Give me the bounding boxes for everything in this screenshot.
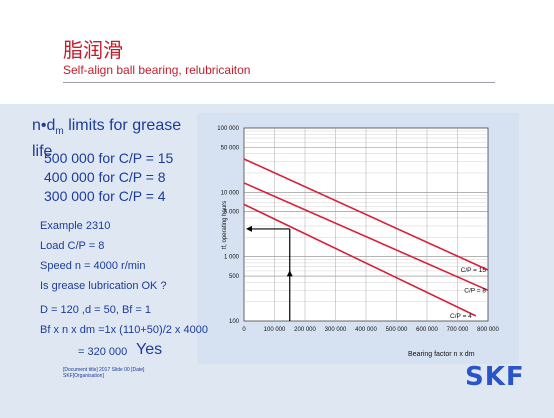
- example-line: Load C/P = 8: [40, 240, 105, 252]
- example-line: D = 120 ,d = 50, Bf = 1: [40, 304, 151, 316]
- series-line: [243, 158, 489, 271]
- example-line: Example 2310: [40, 220, 111, 232]
- x-tick-label: 0: [242, 327, 246, 333]
- reading-arrowhead-up: [286, 270, 293, 277]
- series-label: C/P = 4: [450, 313, 472, 320]
- example-line: Bf x n x dm =1x (110+50)/2 x 4000: [40, 324, 208, 336]
- x-tick-label: 200 000: [294, 327, 316, 333]
- footer-note: [Document title] 2017 Slide 00 [Date] SK…: [63, 367, 144, 379]
- y-tick-label: 50 000: [221, 145, 240, 151]
- series-label: C/P = 8: [464, 287, 486, 294]
- answer-yes: Yes: [136, 341, 163, 358]
- y-tick-label: 10 000: [221, 190, 240, 196]
- page-title: 脂润滑: [63, 38, 123, 62]
- x-tick-label: 500 000: [386, 327, 408, 333]
- y-axis-label: tf, operating hours: [222, 201, 228, 249]
- footer-note-line: [Document title] 2017 Slide 00 [Date]: [63, 367, 145, 373]
- series-label: C/P = 15: [461, 267, 487, 274]
- chart-grid: [243, 127, 489, 322]
- limit-line: 400 000 for C/P = 8: [44, 169, 166, 185]
- result-value: = 320 000: [78, 346, 128, 358]
- x-tick-label: 600 000: [416, 327, 438, 333]
- x-axis-label: Bearing factor n x dm: [408, 351, 475, 358]
- series-line: [243, 182, 489, 292]
- x-tick-label: 800 000: [477, 327, 499, 333]
- page-subtitle: Self-align ball bearing, relubricaiton: [63, 63, 251, 77]
- x-tick-label: 300 000: [325, 327, 347, 333]
- limit-line: 300 000 for C/P = 4: [44, 188, 166, 204]
- title-divider: [63, 82, 495, 83]
- y-tick-label: 5 000: [224, 210, 240, 216]
- chart-reading: [246, 225, 293, 321]
- x-tick-label: 700 000: [447, 327, 469, 333]
- footer-note-line: SKF[Organisation]: [63, 373, 104, 379]
- reading-arrowhead-left: [246, 225, 252, 232]
- y-tick-label: 100: [229, 319, 240, 325]
- skf-logo: SKF: [465, 362, 525, 392]
- example-line: Speed n = 4000 r/min: [40, 260, 146, 272]
- x-tick-label: 400 000: [355, 327, 377, 333]
- chart-ticks: 0 100 000 200 000 300 000 400 000 500 000 600 …: [217, 126, 499, 333]
- series-line: [243, 203, 477, 317]
- x-tick-label: 100 000: [264, 327, 286, 333]
- example-line: Is grease lubrication OK ?: [40, 280, 167, 292]
- y-tick-label: 500: [229, 274, 240, 280]
- limit-line: 500 000 for C/P = 15: [44, 150, 174, 166]
- y-tick-label: 100 000: [217, 126, 239, 132]
- limits-heading: n•dm limits for grease life: [32, 117, 182, 161]
- chart-curves: C/P = 15 C/P = 8 C/P = 4: [243, 158, 489, 320]
- y-tick-label: 1 000: [224, 255, 240, 261]
